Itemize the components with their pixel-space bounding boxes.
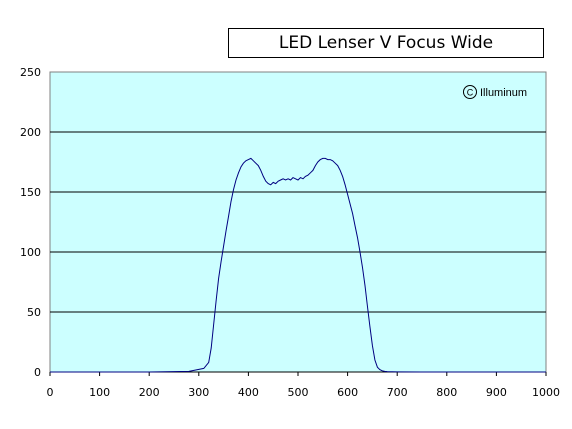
x-tick-label: 500 (288, 386, 309, 399)
y-axis-tick-labels: 0 50 100 150 200 250 (20, 66, 41, 379)
x-tick-label: 0 (47, 386, 54, 399)
y-tick-label: 200 (20, 126, 41, 139)
copyright-icon (463, 85, 477, 99)
x-tick-label: 1000 (532, 386, 560, 399)
x-tick-label: 900 (486, 386, 507, 399)
watermark-text: Illuminum (480, 87, 527, 99)
gridlines (50, 131, 546, 313)
y-tick-label: 0 (34, 366, 41, 379)
y-tick-label: 50 (27, 306, 41, 319)
y-tick-label: 150 (20, 186, 41, 199)
x-tick-label: 200 (139, 386, 160, 399)
x-axis-tick-labels: 0 100 200 300 400 500 600 700 800 900 1000 (47, 386, 561, 399)
x-tick-label: 800 (436, 386, 457, 399)
y-tick-label: 250 (20, 66, 41, 79)
x-tick-label: 100 (89, 386, 110, 399)
x-tick-label: 300 (188, 386, 209, 399)
series-line (50, 157, 546, 373)
x-tick-label: 600 (337, 386, 358, 399)
x-tick-label: 700 (387, 386, 408, 399)
y-tick-label: 100 (20, 246, 41, 259)
plot-area (49, 71, 547, 373)
watermark: C Illuminum (463, 85, 527, 99)
svg-text:C: C (467, 88, 474, 98)
chart-title: LED Lenser V Focus Wide (278, 33, 494, 53)
x-tick-label: 400 (238, 386, 259, 399)
chart-title-box: LED Lenser V Focus Wide (228, 28, 544, 58)
x-axis-ticks (49, 372, 547, 376)
